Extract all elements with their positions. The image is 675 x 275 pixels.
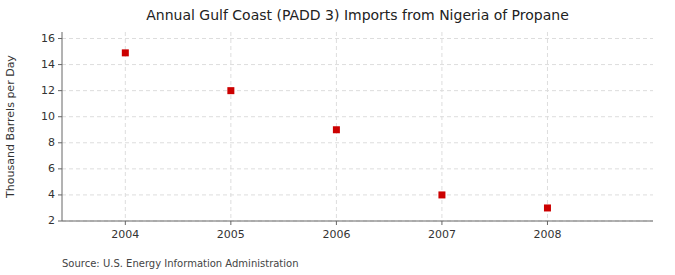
- chart-container: 2 4 6 8 10 12 14 16 2004 2005 2006 2007 2008 Annual G…: [0, 0, 675, 275]
- y-grid-line: [62, 90, 653, 91]
- y-tick: [58, 142, 62, 143]
- y-tick: [58, 168, 62, 169]
- y-tick: [58, 38, 62, 39]
- chart-title: Annual Gulf Coast (PADD 3) Imports from …: [146, 7, 569, 23]
- y-tick-label: 16: [41, 32, 55, 45]
- x-tick-label: 2008: [533, 228, 561, 241]
- y-grid-line: [62, 116, 653, 117]
- y-tick-label: 14: [41, 58, 55, 71]
- x-tick: [336, 221, 337, 225]
- x-grid-line: [230, 32, 231, 221]
- x-tick-label: 2007: [428, 228, 456, 241]
- x-grid-line: [547, 32, 548, 221]
- y-tick: [58, 194, 62, 195]
- y-tick: [58, 116, 62, 117]
- x-axis: 2004 2005 2006 2007 2008: [111, 221, 561, 241]
- x-tick: [125, 221, 126, 225]
- y-grid-line: [62, 64, 653, 65]
- y-tick: [58, 90, 62, 91]
- data-point: [438, 191, 445, 198]
- y-tick-label: 2: [48, 214, 55, 227]
- y-axis-label: Thousand Barrels per Day: [4, 55, 17, 199]
- x-tick: [230, 221, 231, 225]
- y-grid-line: [62, 38, 653, 39]
- y-tick-label: 4: [48, 188, 55, 201]
- y-axis: 2 4 6 8 10 12 14 16: [41, 32, 62, 227]
- data-point: [333, 126, 340, 133]
- x-tick-label: 2005: [217, 228, 245, 241]
- data-point: [544, 204, 551, 211]
- y-tick-label: 6: [48, 162, 55, 175]
- grid: [62, 32, 653, 221]
- chart-svg: 2 4 6 8 10 12 14 16 2004 2005 2006 2007 2008 Annual G…: [0, 0, 675, 275]
- points: [122, 49, 551, 211]
- y-grid-line: [62, 221, 653, 222]
- x-grid-line: [125, 32, 126, 221]
- y-tick-label: 8: [48, 136, 55, 149]
- y-grid-line: [62, 142, 653, 143]
- y-grid-line: [62, 194, 653, 195]
- data-point: [122, 49, 129, 56]
- x-tick-label: 2006: [322, 228, 350, 241]
- y-tick: [58, 64, 62, 65]
- x-axis-line: [62, 221, 653, 222]
- y-grid-line: [62, 168, 653, 169]
- x-tick-label: 2004: [111, 228, 139, 241]
- source-note: Source: U.S. Energy Information Administ…: [62, 258, 299, 269]
- y-axis-line: [62, 32, 63, 221]
- x-tick: [441, 221, 442, 225]
- y-tick: [58, 221, 62, 222]
- data-point: [227, 87, 234, 94]
- x-tick: [547, 221, 548, 225]
- y-tick-label: 10: [41, 110, 55, 123]
- y-tick-label: 12: [41, 84, 55, 97]
